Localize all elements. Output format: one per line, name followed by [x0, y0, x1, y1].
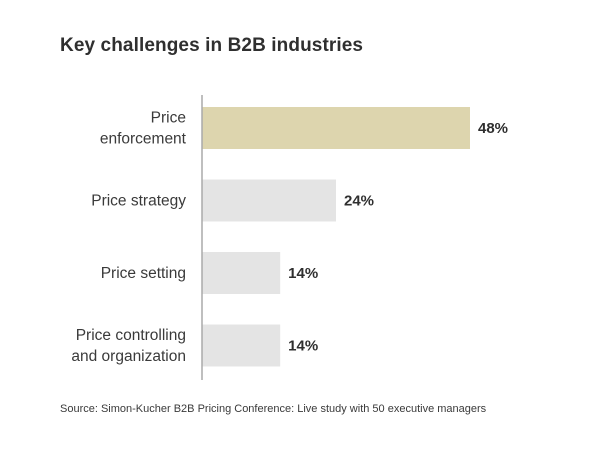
bar-1 — [202, 179, 336, 222]
category-label-2: Price setting — [101, 265, 186, 282]
value-label-1: 24% — [344, 193, 374, 210]
category-label-0: Price enforcement — [100, 110, 187, 148]
category-label-3: Price controlling and organization — [71, 327, 186, 365]
source-note: Source: Simon-Kucher B2B Pricing Confere… — [60, 403, 487, 415]
value-label-2: 14% — [288, 265, 318, 282]
chart-title: Key challenges in B2B industries — [60, 35, 364, 56]
category-label-1: Price strategy — [91, 193, 186, 210]
bar-0 — [202, 107, 470, 149]
value-label-0: 48% — [478, 120, 508, 137]
value-label-3: 14% — [288, 338, 318, 355]
bar-2 — [202, 252, 281, 294]
bar-3 — [202, 324, 281, 367]
